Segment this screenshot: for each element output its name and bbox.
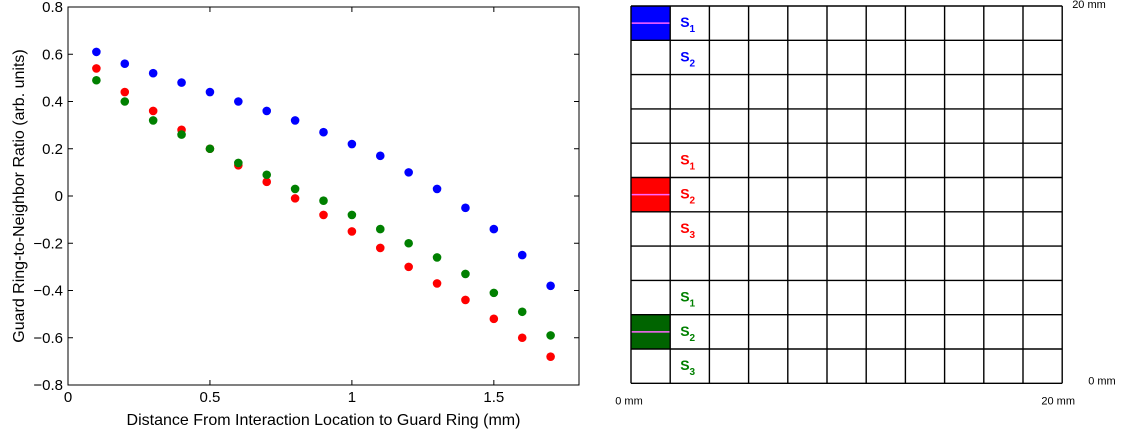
series-3-point bbox=[347, 210, 357, 220]
data-points bbox=[92, 47, 555, 361]
series-2-point bbox=[319, 210, 328, 220]
series-3-point bbox=[517, 307, 527, 317]
series-2-point bbox=[262, 177, 272, 187]
x-axis-ticks: 0 0.5 1 1.5 bbox=[64, 7, 504, 406]
x-tick-label: 1.5 bbox=[483, 389, 504, 406]
x-axis-label: Distance From Interaction Location to Gu… bbox=[127, 412, 521, 429]
plot-frame bbox=[67, 6, 580, 386]
bottom-right-dimension-label: 20 mm bbox=[1041, 395, 1075, 407]
y-tick-label: −0.4 bbox=[33, 283, 63, 300]
strip-label: S1 bbox=[680, 151, 695, 172]
series-1-point bbox=[319, 127, 328, 137]
series-2-point bbox=[517, 333, 527, 343]
series-2-point bbox=[375, 243, 385, 253]
series-3-point bbox=[120, 97, 130, 106]
series-3-point bbox=[546, 331, 555, 340]
series-2-point bbox=[432, 279, 442, 288]
series-3-point bbox=[432, 253, 442, 262]
y-tick-label: 0.6 bbox=[42, 46, 63, 63]
y-tick-label: −0.2 bbox=[33, 235, 63, 252]
strip-label: S1 bbox=[680, 14, 695, 35]
series-1-point bbox=[205, 87, 215, 97]
series-2-point bbox=[347, 227, 357, 236]
series-1-point bbox=[404, 168, 413, 177]
series-3-point bbox=[461, 269, 470, 279]
grid-filled-cells bbox=[631, 6, 671, 349]
series-3-point bbox=[262, 170, 272, 180]
series-3-point bbox=[404, 238, 413, 248]
series-1-point bbox=[461, 203, 470, 213]
series-2-point bbox=[92, 64, 101, 73]
right-zero-dimension-label: 0 mm bbox=[1088, 375, 1116, 387]
series-1-point bbox=[546, 281, 555, 291]
y-axis-label: Guard Ring-to-Neighbor Ratio (arb. units… bbox=[11, 49, 28, 342]
series-3-point bbox=[489, 288, 499, 298]
y-axis-ticks: 0.8 0.6 0.4 0.2 0 −0.2 −0.4 −0.6 −0.8 bbox=[33, 0, 579, 394]
series-3-point bbox=[92, 75, 101, 85]
grid-lines bbox=[630, 5, 1063, 384]
series-1-point bbox=[92, 47, 101, 57]
series-3-point bbox=[234, 158, 243, 168]
strip-label: S2 bbox=[680, 48, 695, 69]
grid-strip-labels: S1 S2 S1 S2 S3 S1 S2 S3 bbox=[680, 14, 695, 378]
series-3-point bbox=[148, 116, 158, 125]
series-2-point bbox=[546, 352, 555, 361]
scatter-plot: 0 0.5 1 1.5 0.8 0.6 0.4 0.2 0 −0.2 −0.4 −0.6 −0.8 D… bbox=[11, 0, 580, 429]
series-1-point bbox=[517, 250, 527, 260]
pixel-grid-diagram: S1 S2 S1 S2 S3 S1 S2 S3 20 mm 0 mm 0 mm 20 mm bbox=[615, 0, 1115, 407]
series-1-point bbox=[120, 59, 130, 68]
bottom-left-dimension-label: 0 mm bbox=[615, 395, 643, 407]
series-3-point bbox=[177, 130, 186, 139]
strip-label: S2 bbox=[680, 323, 695, 344]
series-1-point bbox=[432, 184, 442, 194]
series-1-point bbox=[489, 224, 499, 234]
series-1-point bbox=[177, 78, 186, 87]
series-3-point bbox=[290, 184, 300, 194]
strip-label: S3 bbox=[680, 220, 695, 241]
series-2-point bbox=[489, 314, 499, 324]
top-right-dimension-label: 20 mm bbox=[1072, 0, 1106, 11]
series-3-point bbox=[205, 144, 215, 154]
series-1-point bbox=[347, 139, 357, 149]
strip-label: S3 bbox=[680, 357, 695, 378]
y-tick-label: 0 bbox=[55, 188, 63, 205]
x-tick-label: 0 bbox=[64, 389, 72, 406]
series-1-point bbox=[262, 106, 272, 116]
series-3-point bbox=[375, 224, 385, 234]
y-tick-label: −0.6 bbox=[33, 330, 63, 347]
x-tick-label: 0.5 bbox=[200, 389, 221, 406]
series-2-point bbox=[120, 87, 130, 97]
series-1-point bbox=[234, 97, 243, 106]
y-tick-label: −0.8 bbox=[33, 377, 63, 394]
series-2-point bbox=[404, 262, 413, 272]
series-2-point bbox=[461, 295, 470, 305]
x-tick-label: 1 bbox=[348, 389, 356, 406]
series-1-point bbox=[148, 68, 158, 78]
y-tick-label: 0.4 bbox=[42, 94, 63, 111]
y-tick-label: 0.8 bbox=[42, 0, 63, 16]
series-2-point bbox=[290, 194, 300, 203]
series-1-point bbox=[290, 116, 300, 125]
strip-label: S1 bbox=[680, 289, 695, 310]
series-2-point bbox=[148, 106, 158, 116]
strip-label: S2 bbox=[680, 186, 695, 207]
series-3-point bbox=[319, 196, 328, 206]
series-1-point bbox=[375, 151, 385, 161]
y-tick-label: 0.2 bbox=[42, 141, 63, 158]
